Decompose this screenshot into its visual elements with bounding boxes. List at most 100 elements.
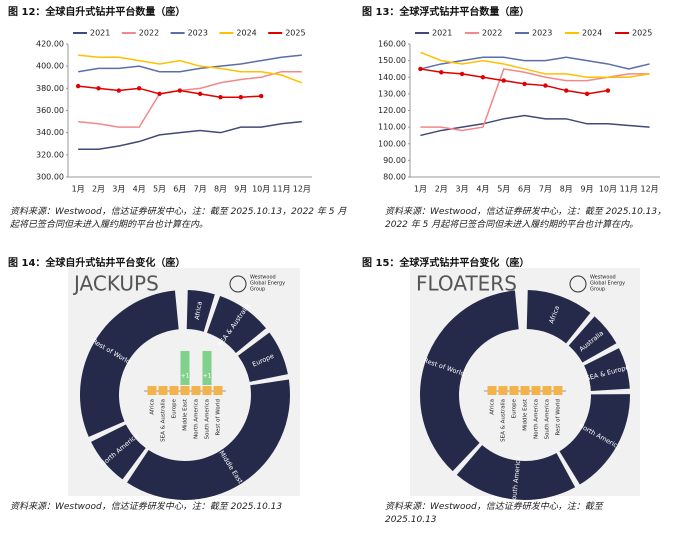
marker	[75, 83, 81, 89]
region-marker	[202, 386, 212, 395]
x-tick-label: 2月	[92, 185, 105, 194]
source: 资料来源：Westwood，信达证券研发中心，注：截至 2025.10.13	[10, 502, 283, 512]
marker	[501, 78, 506, 83]
series-line	[420, 68, 650, 132]
y-tick-label: 80.00	[383, 173, 406, 182]
y-tick-label: 420.00	[36, 40, 64, 49]
legend-label: 2023	[532, 29, 552, 38]
marker	[543, 83, 548, 88]
logo-mark	[229, 275, 247, 293]
y-tick-label: 140.00	[378, 73, 406, 82]
marker	[238, 95, 244, 100]
legend-label: 2021	[90, 29, 110, 38]
region-marker	[542, 386, 552, 395]
legend-label: 2025	[285, 29, 305, 38]
region-marker	[531, 386, 541, 395]
ring-segment	[568, 316, 617, 363]
logo-text: Group	[250, 287, 265, 293]
region-label: Europe	[512, 398, 518, 418]
region-marker	[147, 386, 157, 395]
series-line	[420, 51, 650, 78]
region-label: North America	[534, 399, 540, 439]
marker	[564, 88, 569, 93]
marker	[605, 88, 611, 93]
logo-text: Westwood	[250, 275, 276, 281]
region-marker	[553, 386, 563, 395]
source: 资料来源：Westwood，信达证券研发中心，注：截至 2025.10.13，2…	[10, 207, 347, 230]
y-tick-label: 110.00	[378, 123, 406, 132]
region-label: South America	[205, 399, 211, 439]
marker	[459, 71, 465, 77]
region-marker	[180, 386, 190, 395]
region-marker	[158, 386, 168, 395]
series-line	[420, 68, 609, 95]
x-tick-label: 1月	[414, 185, 427, 194]
legend-label: 2022	[482, 29, 502, 38]
x-tick-label: 6月	[518, 185, 531, 194]
region-label: Africa	[150, 399, 156, 415]
series-line	[78, 85, 262, 98]
region-marker	[520, 386, 530, 395]
ring-segment	[91, 424, 146, 480]
x-tick-label: 7月	[194, 185, 207, 194]
x-tick-label: 8月	[560, 185, 573, 194]
region-marker	[191, 386, 201, 395]
legend-label: 2024	[582, 29, 602, 38]
x-tick-label: 10月	[252, 185, 270, 194]
marker	[197, 91, 203, 97]
ring-segment	[186, 290, 215, 332]
y-tick-label: 340.00	[36, 128, 64, 137]
marker	[258, 93, 264, 99]
series-line	[78, 70, 302, 128]
x-tick-label: 3月	[112, 185, 125, 194]
x-tick-label: 7月	[539, 185, 552, 194]
x-tick-label: 4月	[476, 185, 489, 194]
marker	[584, 91, 590, 97]
series-line	[420, 56, 650, 70]
x-tick-label: 2月	[435, 185, 448, 194]
x-tick-label: 1月	[72, 185, 85, 194]
ring-segment	[79, 290, 179, 437]
y-tick-label: 360.00	[36, 106, 64, 115]
x-tick-label: 11月	[620, 185, 638, 194]
region-marker	[169, 386, 179, 395]
y-tick-label: 320.00	[36, 150, 64, 159]
x-tick-label: 9月	[581, 185, 594, 194]
region-label: SEA & Australia	[501, 399, 507, 442]
logo-text: Global Energy	[250, 281, 285, 287]
marker	[136, 86, 142, 91]
y-tick-label: 400.00	[36, 62, 64, 71]
diagram-title: JACKUPS	[72, 272, 159, 296]
source: 资料来源：Westwood，信达证券研发中心，注：截至 2025.10.13	[385, 502, 603, 525]
source: 资料来源：Westwood，信达证券研发中心，注：截至 2025.10.13，2…	[385, 207, 667, 230]
y-tick-label: 150.00	[378, 56, 406, 65]
series-line	[78, 120, 302, 151]
marker	[116, 88, 122, 93]
y-tick-label: 130.00	[378, 89, 406, 98]
change-bar	[202, 351, 212, 385]
caption: 图 15：全球浮式钻井平台变化（座）	[362, 258, 530, 269]
region-label: North America	[194, 399, 200, 439]
marker	[218, 95, 223, 100]
x-tick-label: 6月	[173, 185, 186, 194]
ring-segment	[207, 296, 267, 354]
ring-segment	[420, 290, 519, 472]
region-label: Rest of World	[216, 399, 222, 436]
region-marker	[213, 386, 223, 395]
ring-segment	[456, 445, 576, 500]
series-line	[78, 54, 303, 84]
region-label: Europe	[172, 398, 178, 418]
y-tick-label: 120.00	[378, 106, 406, 115]
ring-segment	[559, 394, 630, 485]
segment-label: Africa	[193, 301, 204, 321]
diagram-title: FLOATERS	[416, 272, 517, 296]
region-label: Middle East	[523, 398, 529, 431]
region-label: South America	[545, 399, 551, 439]
region-label: Middle East	[183, 398, 189, 431]
legend-label: 2024	[236, 29, 256, 38]
ring-segment	[127, 379, 291, 500]
x-tick-label: 11月	[272, 185, 290, 194]
legend-label: 2023	[188, 29, 208, 38]
